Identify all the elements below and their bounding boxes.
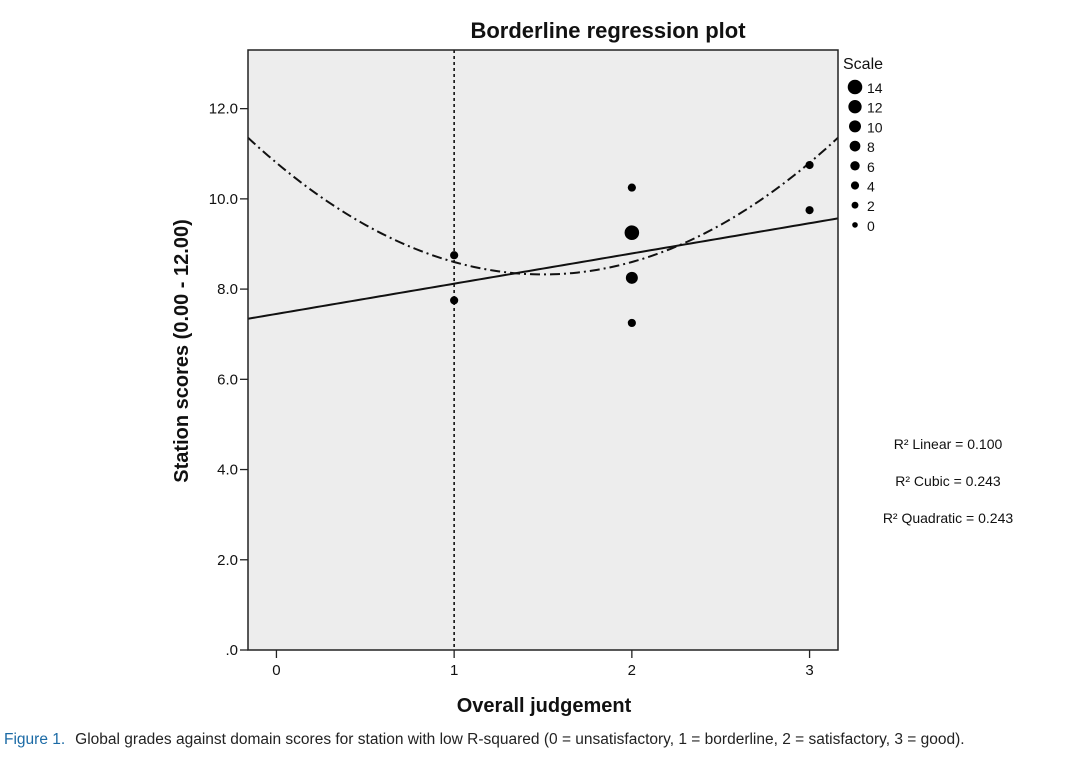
r2-annotation: R² Cubic = 0.243 [895,473,1001,489]
legend-title: Scale [843,56,883,73]
x-tick-label: 3 [805,662,813,679]
legend-label: 6 [867,159,875,175]
legend-marker [852,222,858,228]
figure-caption: Figure 1. Global grades against domain sc… [4,731,1064,749]
data-point [805,160,814,170]
y-tick-label: 2.0 [217,552,238,569]
legend-marker [847,79,863,95]
axes: .0 2.0 4.0 6.0 8.0 10.0 12.0 0 1 2 3 [209,101,814,679]
data-point [450,251,459,260]
x-axis-title: Overall judgement [457,695,632,717]
plot-frame [247,49,839,651]
data-point [805,206,814,215]
r2-annotation: R² Quadratic = 0.243 [883,510,1014,526]
legend-marker [849,120,861,133]
legend-label: 10 [867,119,883,135]
chart-title: Borderline regression plot [470,18,746,43]
legend-marker [848,100,862,114]
y-tick-label: 12.0 [209,101,238,118]
legend-label: 12 [867,100,883,116]
figure-label: Figure 1. [4,731,66,748]
x-tick-label: 0 [272,662,280,679]
r-squared-annotations: R² Linear = 0.100 R² Cubic = 0.243 R² Quad… [883,436,1014,526]
legend-marker [850,181,860,190]
legend-label: 8 [867,139,875,155]
data-point [624,225,640,240]
data-point [450,296,459,305]
y-tick-label: 6.0 [217,371,238,388]
scale-legend: Scale 14 12 10 8 6 4 2 0 [843,56,883,234]
fit-lines [247,136,839,320]
y-tick-label: 4.0 [217,462,238,479]
legend-label: 14 [867,80,883,96]
legend-label: 2 [867,198,875,214]
x-tick-label: 1 [450,662,458,679]
data-points [450,160,814,328]
y-tick-label: 8.0 [217,281,238,298]
y-axis-title: Station scores (0.00 - 12.00) [171,219,193,482]
data-point [627,183,636,192]
regression-chart: .02.04.06.08.010.012.00 1 2 3 Borderline re… [171,18,1014,717]
data-point [625,271,638,284]
y-tick-label: .0 [225,642,238,659]
quadratic-fit-line [247,136,839,276]
legend-label: 4 [867,179,875,195]
linear-fit-line [247,217,839,320]
data-point [627,318,636,328]
r2-annotation: R² Linear = 0.100 [894,436,1003,452]
legend-marker [850,161,860,171]
legend-marker [849,140,861,152]
legend-marker [851,201,859,209]
caption-text: Global grades against domain scores for … [75,731,965,748]
y-tick-label: 10.0 [209,191,238,208]
plot-area [248,50,838,650]
x-tick-label: 2 [628,662,636,679]
legend-label: 0 [867,218,875,234]
